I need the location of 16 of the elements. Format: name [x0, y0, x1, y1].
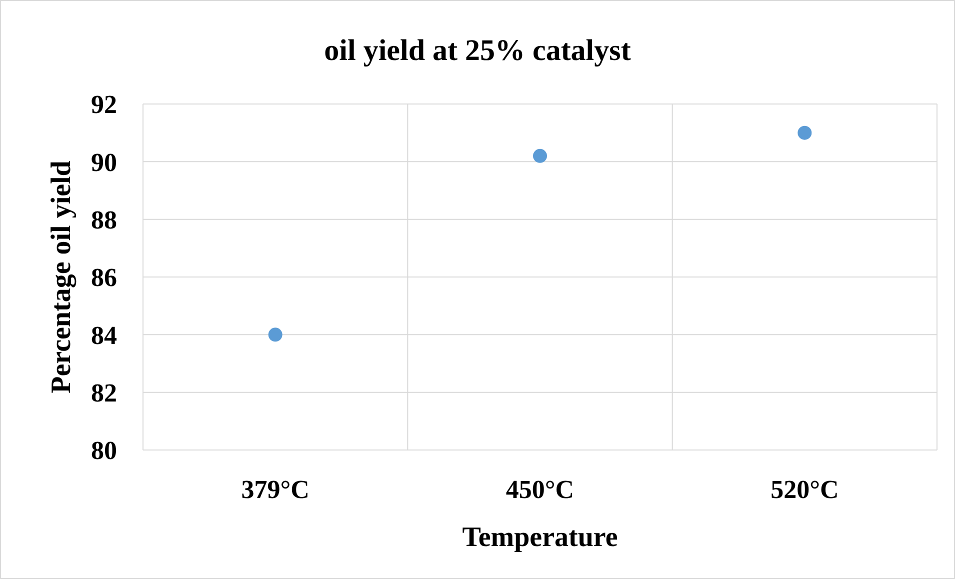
- x-axis-title: Temperature: [462, 522, 618, 553]
- x-tick-label: 450°C: [506, 475, 574, 504]
- y-axis-title: Percentage oil yield: [46, 160, 77, 394]
- point: [268, 328, 282, 342]
- y-tick-label: 92: [91, 90, 117, 120]
- y-tick-label: 90: [91, 148, 117, 177]
- y-tick-label: 80: [91, 436, 117, 466]
- x-tick-label: 520°C: [770, 475, 839, 504]
- point: [533, 148, 547, 163]
- chart-title: oil yield at 25% catalyst: [324, 34, 631, 67]
- y-tick-label: 84: [91, 320, 117, 350]
- x-tick-label: 379°C: [241, 475, 310, 504]
- y-tick-label: 86: [91, 263, 117, 292]
- point: [798, 126, 812, 140]
- y-tick-label: 88: [91, 205, 117, 234]
- y-tick-label: 82: [91, 378, 117, 408]
